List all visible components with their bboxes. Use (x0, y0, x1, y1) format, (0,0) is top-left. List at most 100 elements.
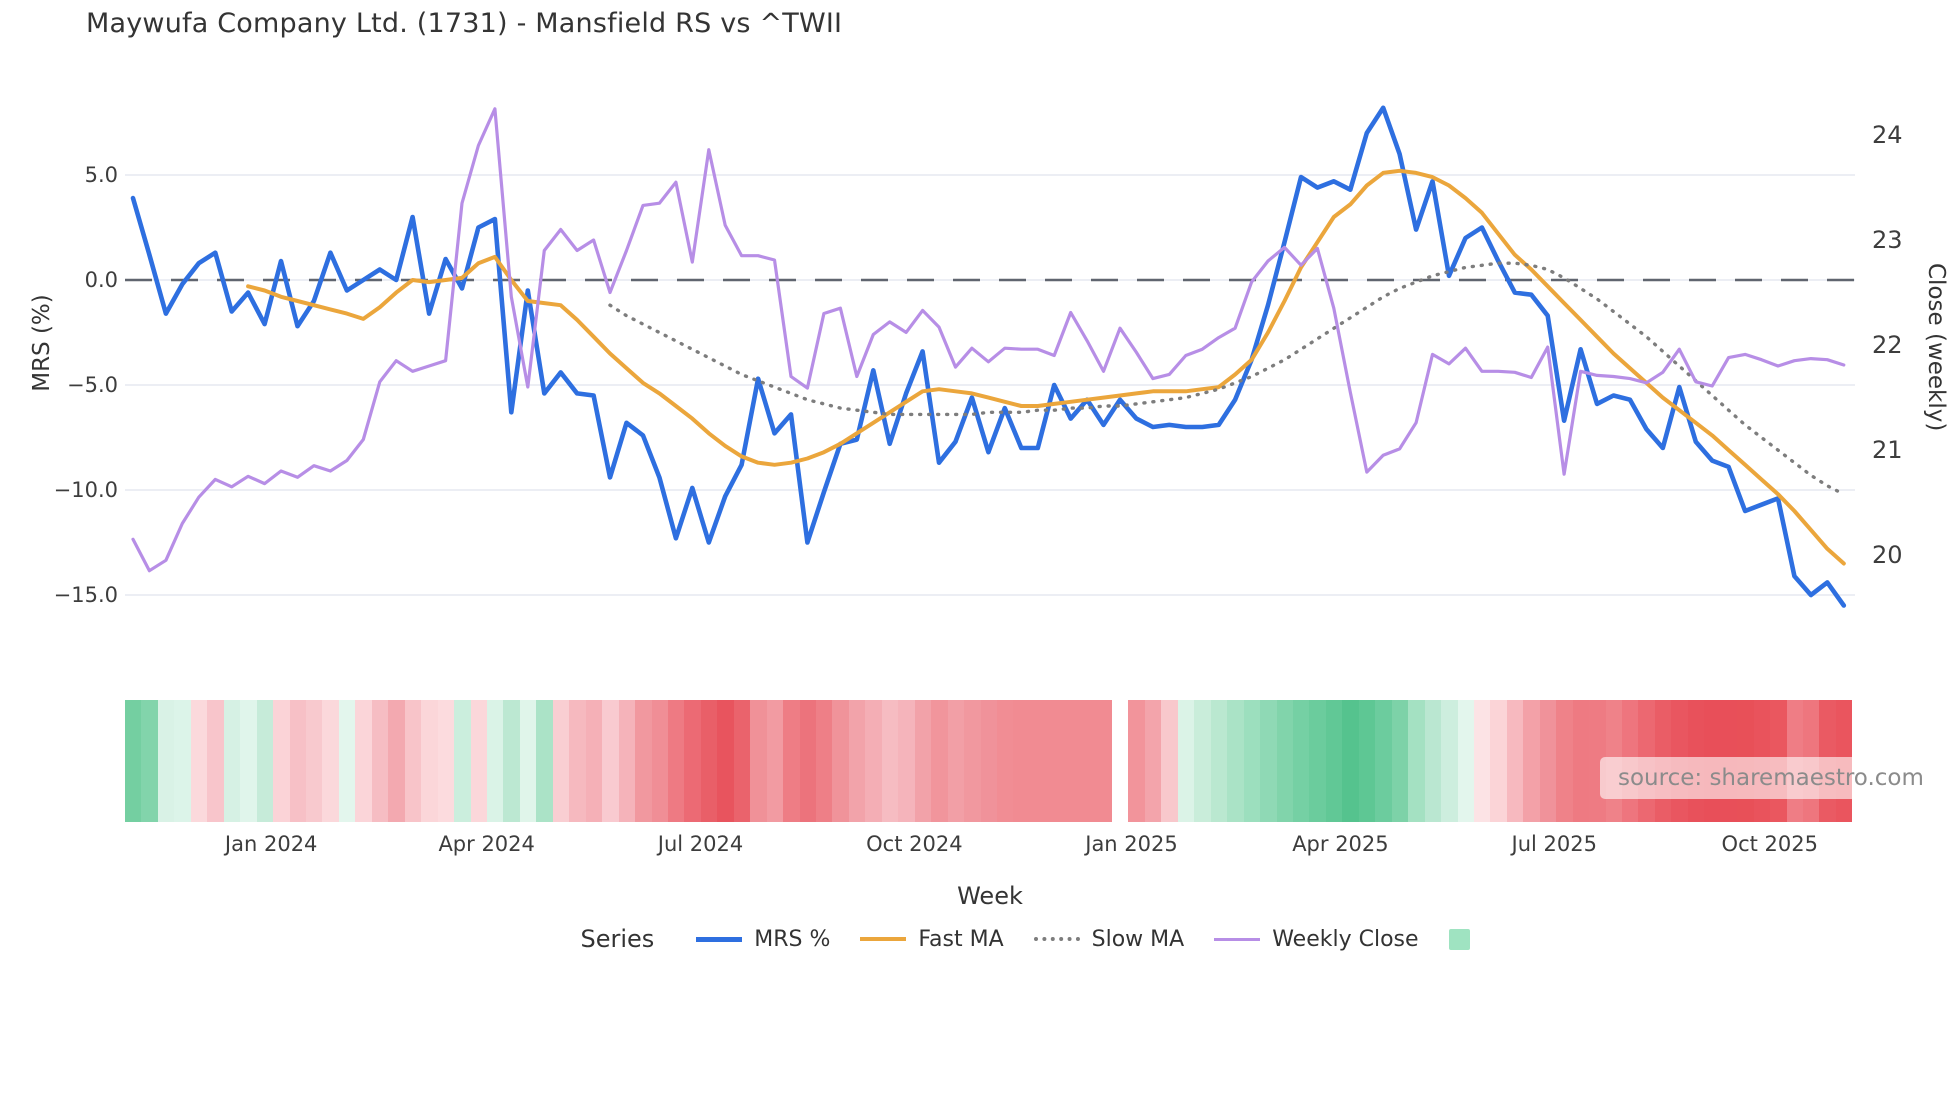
heatmap-cell (700, 700, 718, 822)
heatmap-cell (750, 700, 767, 822)
heatmap-cell (717, 700, 734, 822)
heatmap-cell (733, 700, 751, 822)
heatmap-cell (207, 700, 224, 822)
heatmap-cell (1243, 700, 1261, 822)
heatmap-cell (766, 700, 784, 822)
heatmap-cell (486, 700, 504, 822)
source-badge: source: sharemaestro.com (1600, 757, 1942, 799)
heatmap-cell (881, 700, 899, 822)
heatmap-cell (1523, 700, 1540, 822)
heatmap-swatch-icon (1448, 928, 1470, 950)
heatmap-cell (388, 700, 405, 822)
heatmap-cell (338, 700, 356, 822)
heatmap-cell (832, 700, 849, 822)
heatmap-cell (519, 700, 537, 822)
heatmap-cell (1408, 700, 1425, 822)
left-tick-label: 5.0 (84, 163, 118, 187)
heatmap-cell (421, 700, 438, 822)
left-tick-label: 0.0 (84, 268, 118, 292)
heatmap-cell (404, 700, 422, 822)
heatmap-cell (865, 700, 882, 822)
legend-item-label: Weekly Close (1272, 926, 1419, 952)
right-tick-label: 24 (1872, 121, 1903, 149)
heatmap-cell (783, 700, 800, 822)
heatmap-cell (240, 700, 257, 822)
right-tick-label: 20 (1872, 541, 1903, 569)
heatmap-cell (536, 700, 553, 822)
heatmap-cell (1128, 700, 1145, 822)
x-tick-label: Jul 2025 (1511, 832, 1597, 856)
legend-swatch-icon (1033, 937, 1080, 941)
heatmap-cell (1194, 700, 1211, 822)
heatmap-cell (437, 700, 455, 822)
heatmap-cell (1572, 700, 1590, 822)
left-axis-title: MRS (%) (29, 294, 55, 392)
left-tick-label: −10.0 (53, 478, 118, 502)
x-tick-label: Jan 2024 (224, 832, 318, 856)
x-tick-label: Apr 2025 (1292, 832, 1389, 856)
heatmap-cell (1391, 700, 1409, 822)
heatmap-cell (322, 700, 339, 822)
heatmap-cell (503, 700, 520, 822)
heatmap-cell (157, 700, 175, 822)
series-line-mrs- (130, 105, 1847, 608)
heatmap-cell (1424, 700, 1442, 822)
legend-item-fast-ma: Fast MA (860, 926, 1004, 952)
heatmap-cell (1375, 700, 1392, 822)
heatmap-cell (947, 700, 965, 822)
heatmap-cell (1457, 700, 1474, 822)
heatmap-cell (1539, 700, 1557, 822)
legend-title: Series (580, 925, 655, 953)
heatmap-cell (190, 700, 208, 822)
heatmap-cell (1079, 700, 1096, 822)
x-tick-label: Oct 2024 (866, 832, 963, 856)
heatmap-cell (1161, 700, 1178, 822)
heatmap-cell (569, 700, 586, 822)
heatmap-cell (289, 700, 306, 822)
heatmap-cell (635, 700, 652, 822)
heatmap-cell (141, 700, 158, 822)
heatmap-cell (1062, 700, 1080, 822)
right-tick-label: 23 (1872, 226, 1903, 254)
heatmap-cell (371, 700, 389, 822)
heatmap-cell (1309, 700, 1326, 822)
heatmap-cell (174, 700, 191, 822)
right-tick-label: 21 (1872, 436, 1903, 464)
heatmap-cell (470, 700, 487, 822)
heatmap-cell (684, 700, 701, 822)
legend-item-slow-ma: Slow MA (1033, 927, 1184, 952)
heatmap-cell (618, 700, 636, 822)
heatmap-cell (1556, 700, 1573, 822)
legend-item-label: MRS % (754, 926, 831, 952)
heatmap-cell (1095, 700, 1113, 822)
heatmap-cell (1276, 700, 1293, 822)
heatmap-cell (1144, 700, 1162, 822)
heatmap-cell (454, 700, 471, 822)
heatmap-cell (816, 700, 833, 822)
heatmap-cell (1342, 700, 1359, 822)
heatmap-cell (1473, 700, 1491, 822)
heatmap-cell (1441, 700, 1458, 822)
x-axis-title: Week (957, 882, 1023, 910)
legend-items: MRS % Fast MA Slow MA Weekly Close (696, 926, 1419, 952)
heatmap-cell (1227, 700, 1244, 822)
heatmap-cell (1210, 700, 1228, 822)
series-line-weekly-close (131, 107, 1846, 573)
left-tick-label: −5.0 (67, 373, 118, 397)
heatmap-cell (1177, 700, 1195, 822)
heatmap-cell (914, 700, 932, 822)
heatmap-cell (799, 700, 817, 822)
heatmap-cell (1029, 700, 1047, 822)
plot-area (125, 105, 1855, 608)
x-tick-label: Oct 2025 (1721, 832, 1818, 856)
heatmap-cell (898, 700, 915, 822)
legend-item-label: Fast MA (918, 926, 1004, 952)
heatmap-cell (651, 700, 668, 822)
legend-item-weekly-close: Weekly Close (1214, 926, 1419, 952)
series-line-fast-ma (246, 168, 1846, 566)
heatmap-cell (1490, 700, 1507, 822)
heatmap-cell (355, 700, 372, 822)
heatmap-cell (552, 700, 570, 822)
left-tick-label: −15.0 (53, 583, 118, 607)
